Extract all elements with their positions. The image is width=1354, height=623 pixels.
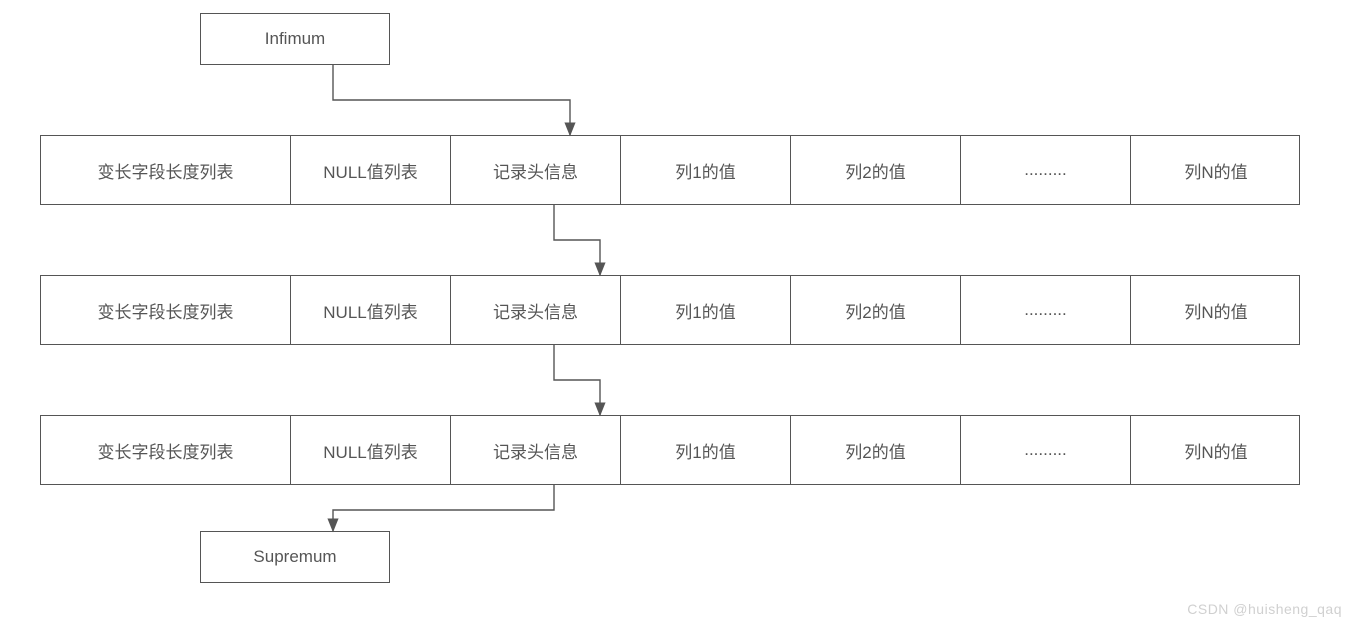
row0-cell-varlen: 变长字段长度列表 — [41, 136, 291, 204]
row0-cell-col2: 列2的值 — [791, 136, 961, 204]
row2-cell-ellipsis: ......... — [961, 416, 1131, 484]
arrow-row2-to-supremum — [333, 485, 554, 531]
row2-cell-header: 记录头信息 — [451, 416, 621, 484]
record-row-1: 变长字段长度列表 NULL值列表 记录头信息 列1的值 列2的值 .......… — [40, 275, 1300, 345]
row2-cell-col1: 列1的值 — [621, 416, 791, 484]
row2-cell-coln: 列N的值 — [1131, 416, 1301, 484]
row2-cell-nulllist: NULL值列表 — [291, 416, 451, 484]
row0-cell-header: 记录头信息 — [451, 136, 621, 204]
arrow-row1-to-row2 — [554, 345, 600, 415]
watermark-text: CSDN @huisheng_qaq — [1187, 601, 1342, 617]
row1-cell-coln: 列N的值 — [1131, 276, 1301, 344]
infimum-box: Infimum — [200, 13, 390, 65]
row1-cell-ellipsis: ......... — [961, 276, 1131, 344]
row0-cell-ellipsis: ......... — [961, 136, 1131, 204]
supremum-box: Supremum — [200, 531, 390, 583]
arrow-infimum-to-row0 — [333, 65, 570, 135]
record-row-2: 变长字段长度列表 NULL值列表 记录头信息 列1的值 列2的值 .......… — [40, 415, 1300, 485]
row1-cell-varlen: 变长字段长度列表 — [41, 276, 291, 344]
row0-cell-col1: 列1的值 — [621, 136, 791, 204]
row1-cell-col2: 列2的值 — [791, 276, 961, 344]
arrow-row0-to-row1 — [554, 205, 600, 275]
row0-cell-nulllist: NULL值列表 — [291, 136, 451, 204]
row2-cell-varlen: 变长字段长度列表 — [41, 416, 291, 484]
row1-cell-header: 记录头信息 — [451, 276, 621, 344]
row0-cell-coln: 列N的值 — [1131, 136, 1301, 204]
row1-cell-col1: 列1的值 — [621, 276, 791, 344]
row1-cell-nulllist: NULL值列表 — [291, 276, 451, 344]
record-row-0: 变长字段长度列表 NULL值列表 记录头信息 列1的值 列2的值 .......… — [40, 135, 1300, 205]
row2-cell-col2: 列2的值 — [791, 416, 961, 484]
